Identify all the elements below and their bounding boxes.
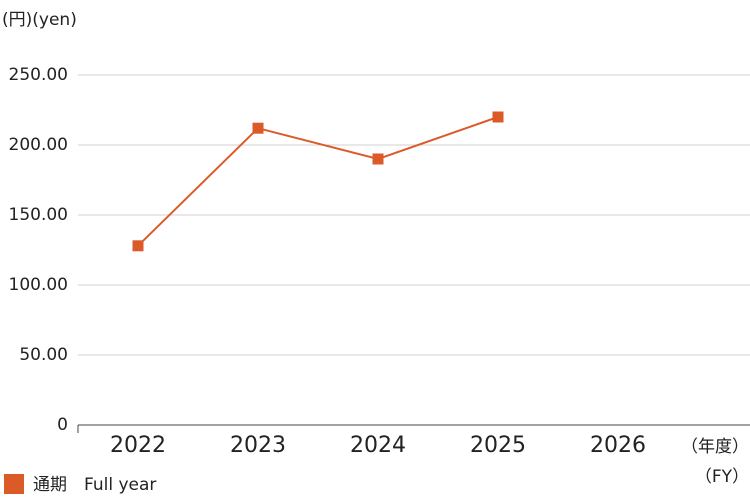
x-tick-label: 2022 xyxy=(110,433,166,458)
x-tick-label: 2026 xyxy=(590,433,646,458)
point xyxy=(132,240,144,252)
y-tick-label: 0 xyxy=(57,415,68,435)
x-tick-label: 2023 xyxy=(230,433,286,458)
x-tick-label: 2024 xyxy=(350,433,406,458)
point xyxy=(372,153,384,165)
x-axis-label-en: （FY） xyxy=(695,467,749,487)
legend-swatch xyxy=(4,474,24,494)
series-line xyxy=(137,116,499,247)
y-tick-label: 150.00 xyxy=(9,205,68,225)
y-tick-label: 50.00 xyxy=(19,345,68,365)
y-tick-label: 200.00 xyxy=(9,135,68,155)
legend-label: 通期 Full year xyxy=(33,475,156,495)
x-tick-label: 2025 xyxy=(470,433,526,458)
point xyxy=(252,122,264,134)
y-axis-label: (円)(yen) xyxy=(2,10,77,30)
y-tick-label: 100.00 xyxy=(9,275,68,295)
point xyxy=(492,111,504,123)
y-tick-label: 250.00 xyxy=(9,65,68,85)
x-axis-label: （年度） xyxy=(681,437,749,457)
